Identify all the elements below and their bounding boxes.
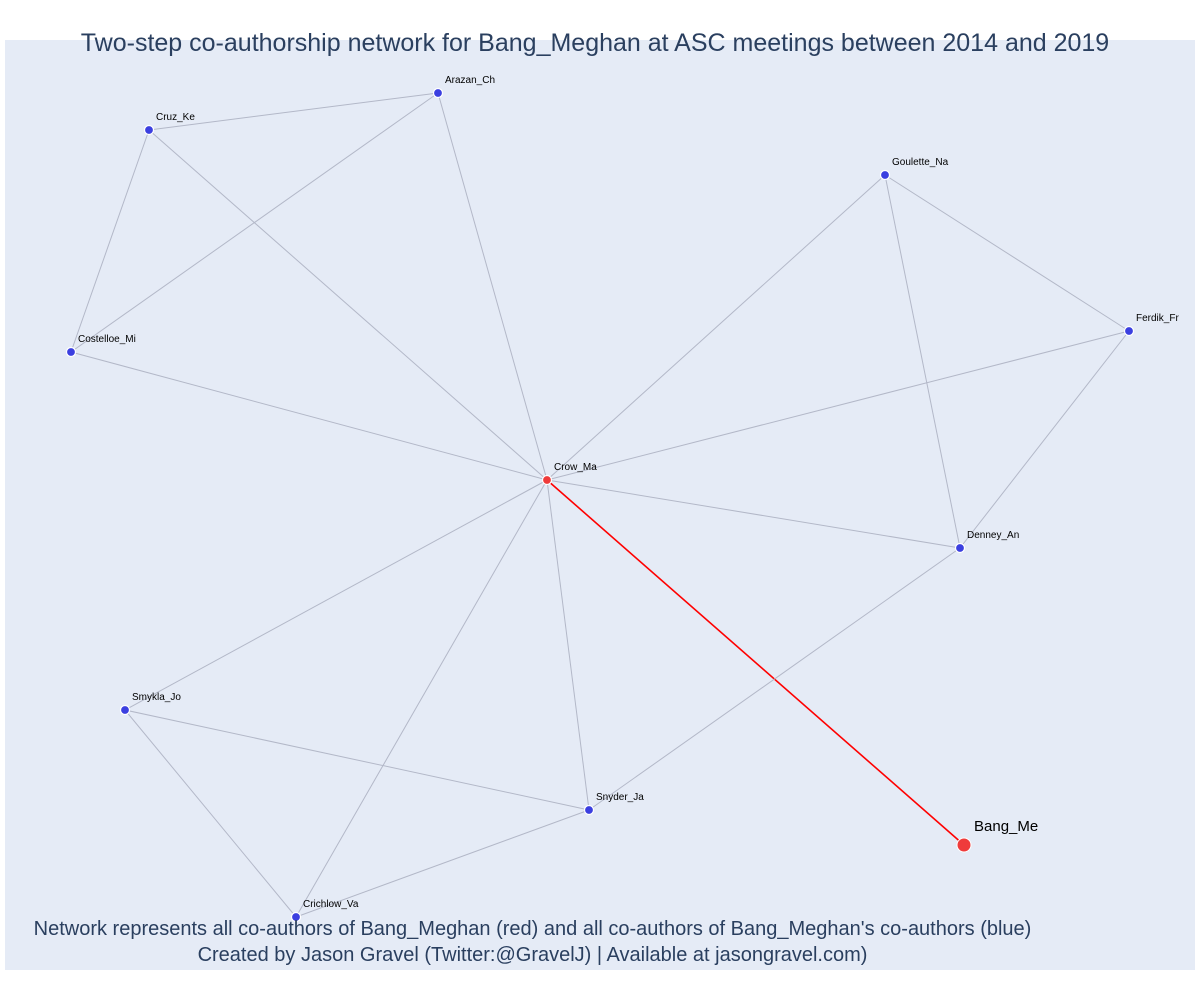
edge-smykla_jo-crichlow_va [124,709,297,918]
node-denney_an[interactable] [954,542,966,554]
edges [70,92,1130,918]
edge-crow_ma-crichlow_va [295,479,548,918]
edge-cruz_ke-arazan_ch [148,92,439,131]
node-label-cruz_ke: Cruz_Ke [156,112,195,123]
node-goulette_na[interactable] [879,169,891,181]
node-snyder_ja[interactable] [583,804,595,816]
node-label-bang_me: Bang_Me [974,818,1038,835]
node-label-ferdik_fr: Ferdik_Fr [1136,313,1179,324]
node-ferdik_fr[interactable] [1123,325,1135,337]
edge-smykla_jo-snyder_ja [124,709,590,811]
plot-area [5,40,1195,970]
figure-title: Two-step co-authorship network for Bang_… [80,29,1110,57]
node-crow_ma[interactable] [541,474,553,486]
node-costelloe_mi[interactable] [65,346,77,358]
edge-crow_ma-ferdik_fr [546,330,1130,481]
node-label-costelloe_mi: Costelloe_Mi [78,334,136,345]
edge-cruz_ke-costelloe_mi [70,129,150,353]
edge-ferdik_fr-denney_an [959,330,1130,549]
edge-crow_ma-goulette_na [546,174,886,481]
node-label-arazan_ch: Arazan_Ch [445,75,495,86]
edge-crow_ma-smykla_jo [124,479,548,711]
edge-denney_an-snyder_ja [588,547,961,811]
edge-crow_ma-denney_an [546,479,961,549]
edge-crow_ma-arazan_ch [437,92,548,481]
edge-crow_ma-costelloe_mi [70,351,548,481]
edge-crow_ma-cruz_ke [148,129,548,481]
edge-bang_me-crow_ma [546,479,965,846]
node-label-snyder_ja: Snyder_Ja [596,792,644,803]
footer-caption: Network represents all co-authors of Ban… [33,918,1032,940]
edge-goulette_na-denney_an [884,174,961,549]
node-crichlow_va[interactable] [290,911,302,923]
node-label-goulette_na: Goulette_Na [892,157,949,168]
edge-goulette_na-ferdik_fr [884,174,1130,332]
footer-credit: Created by Jason Gravel (Twitter:@Gravel… [197,944,868,966]
edge-crow_ma-snyder_ja [546,479,590,811]
node-smykla_jo[interactable] [119,704,131,716]
node-arazan_ch[interactable] [432,87,444,99]
edge-arazan_ch-costelloe_mi [70,92,439,353]
node-label-crichlow_va: Crichlow_Va [303,899,359,910]
node-bang_me[interactable] [956,837,972,853]
nodes [65,87,1135,923]
node-label-denney_an: Denney_An [967,530,1019,541]
edge-snyder_ja-crichlow_va [295,809,590,918]
node-labels: Bang_Me Crow_Ma Arazan_Ch Cruz_Ke Goulette_N… [78,75,1179,910]
node-cruz_ke[interactable] [143,124,155,136]
node-label-crow_ma: Crow_Ma [554,462,597,473]
node-label-smykla_jo: Smykla_Jo [132,692,181,703]
